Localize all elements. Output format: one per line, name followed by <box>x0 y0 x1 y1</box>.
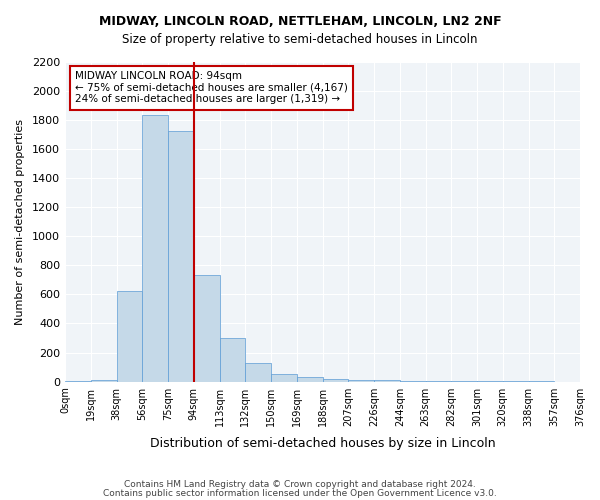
Text: MIDWAY, LINCOLN ROAD, NETTLEHAM, LINCOLN, LN2 2NF: MIDWAY, LINCOLN ROAD, NETTLEHAM, LINCOLN… <box>98 15 502 28</box>
Bar <box>65 381 91 382</box>
Bar <box>220 338 245 382</box>
Bar <box>168 132 194 382</box>
Bar <box>271 374 297 382</box>
Bar <box>245 362 271 382</box>
Text: Contains HM Land Registry data © Crown copyright and database right 2024.: Contains HM Land Registry data © Crown c… <box>124 480 476 489</box>
Bar <box>400 381 425 382</box>
Y-axis label: Number of semi-detached properties: Number of semi-detached properties <box>15 118 25 324</box>
Bar <box>142 116 168 382</box>
Bar <box>297 378 323 382</box>
Bar <box>451 381 477 382</box>
Bar <box>116 292 142 382</box>
Text: Size of property relative to semi-detached houses in Lincoln: Size of property relative to semi-detach… <box>122 32 478 46</box>
X-axis label: Distribution of semi-detached houses by size in Lincoln: Distribution of semi-detached houses by … <box>150 437 496 450</box>
Bar <box>91 380 116 382</box>
Bar <box>348 380 374 382</box>
Bar <box>374 380 400 382</box>
Bar <box>425 381 451 382</box>
Text: MIDWAY LINCOLN ROAD: 94sqm
← 75% of semi-detached houses are smaller (4,167)
24%: MIDWAY LINCOLN ROAD: 94sqm ← 75% of semi… <box>76 71 348 104</box>
Bar <box>323 378 348 382</box>
Bar <box>194 276 220 382</box>
Text: Contains public sector information licensed under the Open Government Licence v3: Contains public sector information licen… <box>103 488 497 498</box>
